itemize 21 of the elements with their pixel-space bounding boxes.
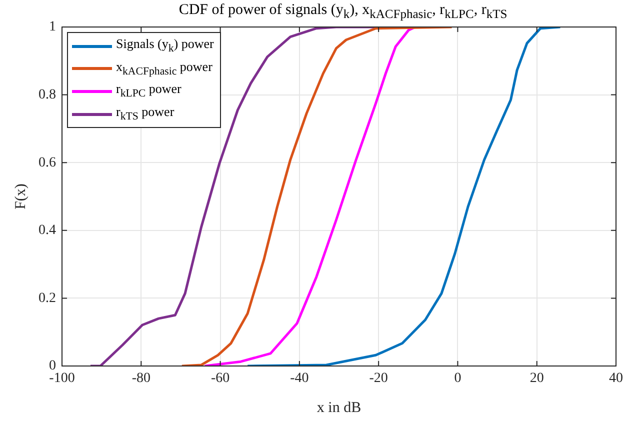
x-tick-label: -20 — [369, 371, 388, 386]
x-tick-label: -40 — [290, 371, 309, 386]
legend-label: Signals (y$_{k}$) power — [116, 35, 214, 57]
x-tick-label: 0 — [454, 371, 462, 386]
x-tick-label: -60 — [210, 371, 230, 386]
x-tick-label: -80 — [132, 371, 150, 386]
y-tick-label: 0.4 — [38, 223, 56, 238]
chart-title: CDF of power of signals (y$_{k}$), x$_{kACF}$$_{phasic}$, r$_{kLPC}$, r$_{kTS}$ — [178, 2, 508, 21]
y-axis-title: F(x) — [12, 184, 29, 210]
x-tick-label: 40 — [609, 371, 623, 386]
x-tick-label: -100 — [49, 371, 75, 386]
x-axis-title: x in dB — [316, 400, 362, 416]
x-tick-label: 20 — [530, 371, 544, 386]
legend-label: x$_{kACF}$$_{phasic}$ power — [116, 58, 212, 80]
y-tick-label: 0.6 — [38, 155, 56, 170]
y-tick-label: 1 — [49, 20, 56, 35]
y-tick-label: 0.8 — [38, 87, 56, 102]
y-tick-label: 0 — [49, 358, 56, 374]
legend-label: r$_{kLPC}$ power — [116, 80, 182, 102]
y-tick-label: 0.2 — [38, 290, 56, 306]
legend-label: r$_{kTS}$ power — [116, 102, 174, 124]
